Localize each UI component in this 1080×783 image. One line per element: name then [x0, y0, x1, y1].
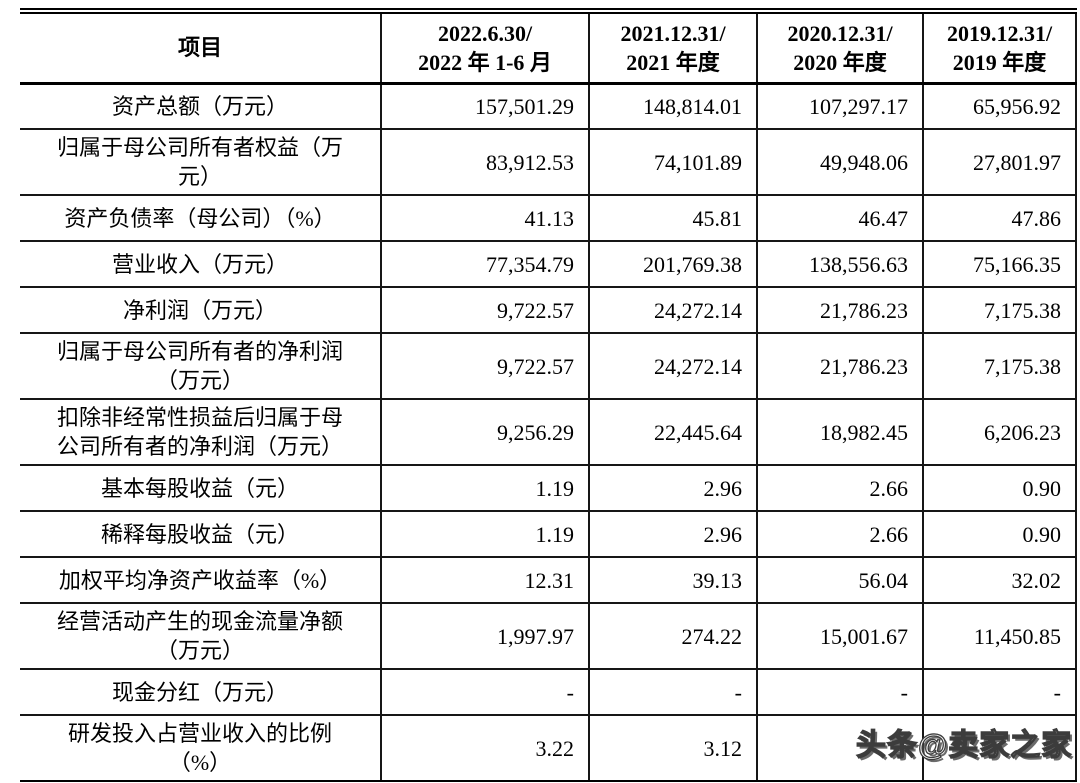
cell-value: 83,912.53 [380, 128, 590, 196]
cell-value: 1.19 [380, 464, 590, 512]
header-row: 项目 2022.6.30/ 2022 年 1-6 月 2021.12.31/ 20… [20, 10, 1077, 85]
cell-value: 24,272.14 [588, 286, 758, 334]
cell-value: 2.66 [756, 464, 924, 512]
cell-value: 6,206.23 [922, 398, 1077, 466]
cell-value: 21,786.23 [756, 286, 924, 334]
table-row: 经营活动产生的现金流量净额 （万元） 1,997.97 274.22 15,001.6… [20, 602, 1077, 670]
table-row: 归属于母公司所有者的净利润 （万元） 9,722.57 24,272.14 21,78… [20, 332, 1077, 400]
cell-value: 9,722.57 [380, 286, 590, 334]
row-label: 资产总额（万元） [20, 82, 382, 130]
cell-value: 3.12 [588, 714, 758, 783]
financial-summary-table: 项目 2022.6.30/ 2022 年 1-6 月 2021.12.31/ 20… [20, 8, 1077, 783]
col-header-period-1: 2021.12.31/ 2021 年度 [588, 10, 758, 85]
cell-value: 148,814.01 [588, 82, 758, 130]
cell-value: - [380, 668, 590, 716]
cell-value: 65,956.92 [922, 82, 1077, 130]
row-label: 稀释每股收益（元） [20, 510, 382, 558]
cell-value: 22,445.64 [588, 398, 758, 466]
cell-value: 9,256.29 [380, 398, 590, 466]
cell-value: 1.19 [380, 510, 590, 558]
cell-value: 47.86 [922, 194, 1077, 242]
table-row: 扣除非经常性损益后归属于母 公司所有者的净利润（万元） 9,256.29 22,44… [20, 398, 1077, 466]
cell-value: 18,982.45 [756, 398, 924, 466]
row-label: 资产负债率（母公司）（%） [20, 194, 382, 242]
cell-value: 49,948.06 [756, 128, 924, 196]
col-header-period-3: 2019.12.31/ 2019 年度 [922, 10, 1077, 85]
cell-value: 74,101.89 [588, 128, 758, 196]
col-header-item: 项目 [20, 10, 382, 85]
cell-value: 2.96 [588, 464, 758, 512]
watermark: 头条@卖家之家 [855, 720, 1073, 764]
cell-value: 32.02 [922, 556, 1077, 604]
cell-value: 15,001.67 [756, 602, 924, 670]
cell-value: 39.13 [588, 556, 758, 604]
cell-value: 24,272.14 [588, 332, 758, 400]
cell-value [922, 714, 1077, 783]
cell-value: 41.13 [380, 194, 590, 242]
row-label: 扣除非经常性损益后归属于母 公司所有者的净利润（万元） [20, 398, 382, 466]
row-label: 加权平均净资产收益率（%） [20, 556, 382, 604]
row-label: 归属于母公司所有者权益（万 元） [20, 128, 382, 196]
watermark-text: 头条@卖家之家 [855, 728, 1073, 762]
col-header-period-0: 2022.6.30/ 2022 年 1-6 月 [380, 10, 590, 85]
cell-value: 2.66 [756, 510, 924, 558]
cell-value: 3.22 [380, 714, 590, 783]
cell-value: 0.90 [922, 510, 1077, 558]
row-label: 研发投入占营业收入的比例 （%） [20, 714, 382, 783]
row-label: 基本每股收益（元） [20, 464, 382, 512]
cell-value: 27,801.97 [922, 128, 1077, 196]
cell-value: 138,556.63 [756, 240, 924, 288]
col-header-period-2: 2020.12.31/ 2020 年度 [756, 10, 924, 85]
table-row: 现金分红（万元） - - - - [20, 668, 1077, 716]
table-row: 稀释每股收益（元） 1.19 2.96 2.66 0.90 [20, 510, 1077, 558]
row-label: 净利润（万元） [20, 286, 382, 334]
row-label: 经营活动产生的现金流量净额 （万元） [20, 602, 382, 670]
row-label: 归属于母公司所有者的净利润 （万元） [20, 332, 382, 400]
cell-value: - [756, 668, 924, 716]
table-row: 资产总额（万元） 157,501.29 148,814.01 107,297.17 65… [20, 82, 1077, 130]
cell-value: 7,175.38 [922, 332, 1077, 400]
cell-value [756, 714, 924, 783]
cell-value: 21,786.23 [756, 332, 924, 400]
row-label: 现金分红（万元） [20, 668, 382, 716]
cell-value: 75,166.35 [922, 240, 1077, 288]
cell-value: 77,354.79 [380, 240, 590, 288]
cell-value: 1,997.97 [380, 602, 590, 670]
cell-value: 46.47 [756, 194, 924, 242]
row-label: 营业收入（万元） [20, 240, 382, 288]
cell-value: 157,501.29 [380, 82, 590, 130]
table-row: 资产负债率（母公司）（%） 41.13 45.81 46.47 47.86 [20, 194, 1077, 242]
cell-value: 7,175.38 [922, 286, 1077, 334]
cell-value: 201,769.38 [588, 240, 758, 288]
table-row: 基本每股收益（元） 1.19 2.96 2.66 0.90 [20, 464, 1077, 512]
cell-value: 45.81 [588, 194, 758, 242]
table-row: 归属于母公司所有者权益（万 元） 83,912.53 74,101.89 49,948… [20, 128, 1077, 196]
cell-value: - [588, 668, 758, 716]
cell-value: 56.04 [756, 556, 924, 604]
cell-value: 11,450.85 [922, 602, 1077, 670]
cell-value: 0.90 [922, 464, 1077, 512]
cell-value: 274.22 [588, 602, 758, 670]
table-row: 净利润（万元） 9,722.57 24,272.14 21,786.23 7,175.3… [20, 286, 1077, 334]
table-row: 营业收入（万元） 77,354.79 201,769.38 138,556.63 75,… [20, 240, 1077, 288]
cell-value: 12.31 [380, 556, 590, 604]
table-row: 研发投入占营业收入的比例 （%） 3.22 3.12 [20, 714, 1077, 783]
cell-value: 107,297.17 [756, 82, 924, 130]
cell-value: - [922, 668, 1077, 716]
cell-value: 2.96 [588, 510, 758, 558]
table-row: 加权平均净资产收益率（%） 12.31 39.13 56.04 32.02 [20, 556, 1077, 604]
cell-value: 9,722.57 [380, 332, 590, 400]
